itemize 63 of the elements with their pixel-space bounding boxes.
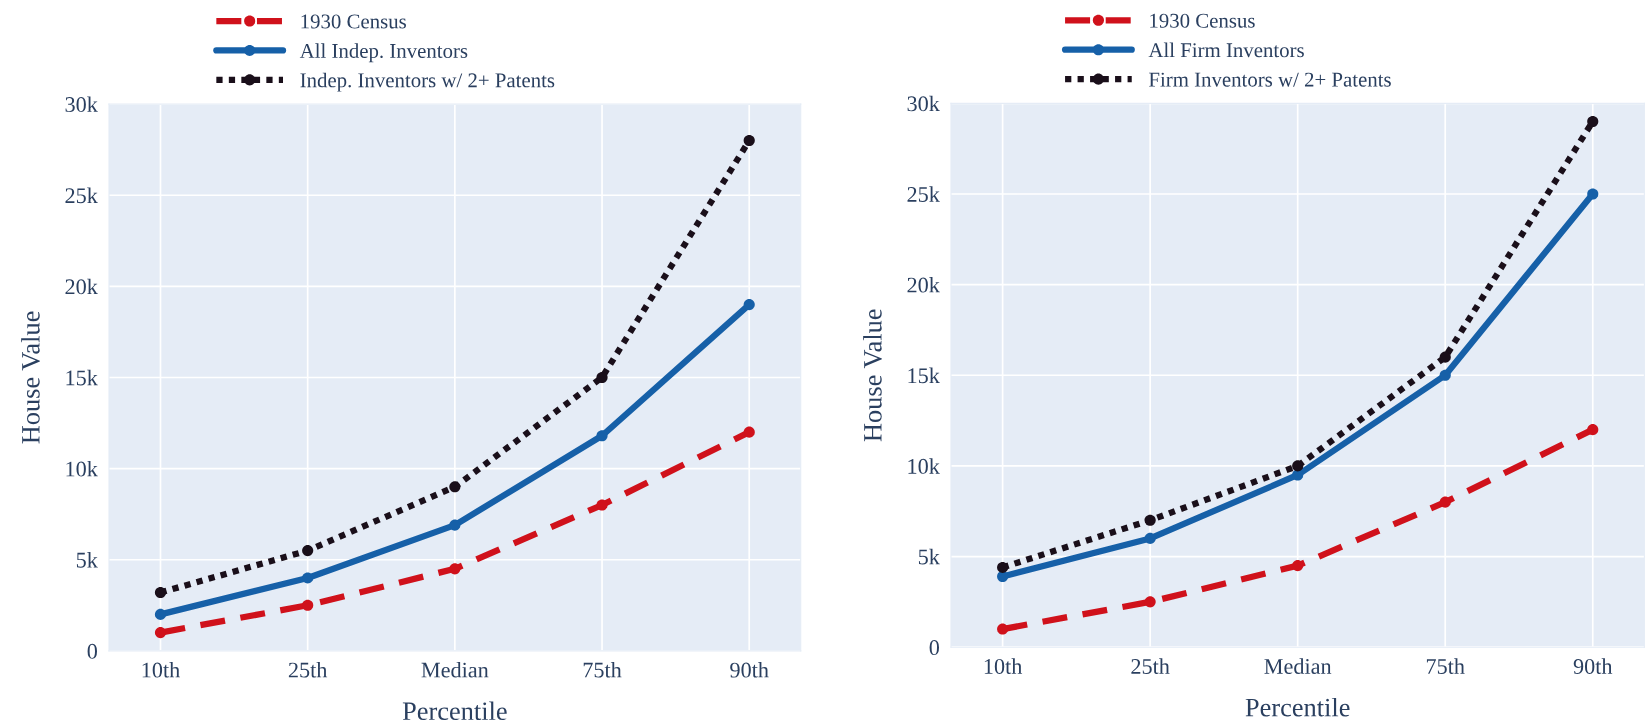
x-tick-label: 75th	[1426, 658, 1465, 674]
x-tick-label: 25th	[1131, 658, 1170, 674]
point	[1292, 460, 1304, 472]
y-tick-label: 25k	[907, 186, 940, 202]
y-tick-label: 20k	[907, 276, 940, 293]
point	[1587, 188, 1599, 200]
legend-label: All Firm Inventors	[1148, 42, 1304, 58]
point	[743, 299, 755, 311]
legend-label: 1930 Census	[301, 14, 406, 29]
point	[1144, 514, 1156, 526]
point	[154, 586, 167, 599]
point	[302, 572, 314, 584]
point	[1439, 369, 1451, 381]
point	[449, 481, 461, 493]
point	[1292, 560, 1304, 572]
x-tick-label: 90th	[730, 661, 769, 678]
point	[1144, 532, 1156, 544]
x-tick-label: 25th	[288, 661, 328, 678]
point	[596, 430, 608, 442]
x-tick-label: 75th	[583, 661, 622, 678]
point	[302, 599, 314, 611]
y-tick-label: 15k	[908, 367, 940, 384]
x-tick-label: 10th	[142, 661, 180, 678]
y-tick-label: 25k	[65, 187, 98, 204]
legend-label: 1930 Census	[1150, 13, 1255, 28]
y-tick-label: 0	[87, 643, 98, 659]
legend-label: Indep. Inventors w/ 2+ Patents	[300, 72, 555, 92]
point	[997, 623, 1009, 635]
y-tick-label: 30k	[907, 95, 940, 112]
point	[154, 627, 167, 639]
x-tick-label: 10th	[984, 658, 1023, 674]
x-tick-label: 90th	[1573, 658, 1613, 674]
x-tick-label: Median	[1264, 658, 1332, 674]
point	[596, 499, 608, 511]
y-tick-label: 10k	[66, 460, 98, 477]
x-axis-title: Percentile	[1245, 697, 1350, 717]
point	[743, 426, 755, 438]
point	[1587, 424, 1599, 436]
x-tick-label: Median	[421, 661, 489, 678]
y-tick-label: 30k	[65, 96, 98, 113]
y-tick-label: 10k	[908, 458, 940, 474]
legend-label: All Indep. Inventors	[299, 43, 468, 63]
point	[1292, 469, 1304, 481]
y-tick-label: 5k	[918, 548, 940, 565]
point	[1439, 496, 1451, 508]
y-tick-label: 15k	[66, 369, 98, 386]
y-tick-label: 0	[929, 640, 940, 656]
y-axis-title: House Value	[21, 311, 40, 444]
y-tick-label: 5k	[76, 552, 98, 568]
point	[997, 561, 1009, 573]
point	[302, 545, 314, 557]
y-axis-title: House Value	[863, 309, 882, 442]
point	[743, 135, 755, 147]
point	[154, 608, 167, 620]
x-axis-title: Percentile	[402, 701, 507, 721]
y-tick-label: 20k	[65, 278, 98, 295]
point	[1439, 351, 1451, 363]
point	[596, 371, 608, 384]
point	[1144, 596, 1156, 608]
point	[1587, 115, 1599, 128]
point	[449, 563, 461, 575]
point	[449, 519, 461, 531]
legend-label: Firm Inventors w/ 2+ Patents	[1149, 72, 1391, 87]
